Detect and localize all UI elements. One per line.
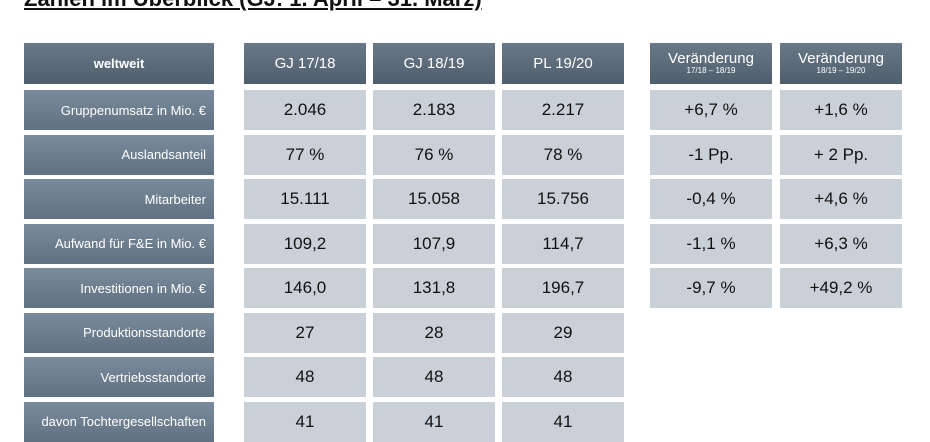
cell-value: 41 [373, 401, 495, 442]
cell-value: 41 [244, 401, 366, 442]
cell-value: 2.183 [373, 90, 495, 130]
cell-value: -1,1 % [650, 223, 772, 264]
column-label: Veränderung [798, 50, 884, 68]
cell-value: +6,7 % [650, 90, 772, 130]
cell-value: 114,7 [502, 223, 624, 264]
cell-value: + 2 Pp. [780, 134, 902, 175]
cell-value: +1,6 % [780, 90, 902, 130]
page: Zahlen im Überblick (GJ: 1. April – 31. … [24, 0, 902, 442]
cell-value: 107,9 [373, 223, 495, 264]
cell-value: 109,2 [244, 223, 366, 264]
cell-value: 78 % [502, 134, 624, 175]
row-label: Vertriebsstandorte [24, 357, 214, 397]
row-label: Auslandsanteil [24, 134, 214, 175]
cell-value: 76 % [373, 134, 495, 175]
cell-value: 27 [244, 312, 366, 353]
cell-value: -0,4 % [650, 179, 772, 219]
cell-value: 48 [502, 357, 624, 397]
title: Zahlen im Überblick (GJ: 1. April – 31. … [24, 0, 482, 12]
cell-value: 48 [244, 357, 366, 397]
column-header: Veränderung 18/19 – 19/20 [780, 43, 902, 84]
column-header: PL 19/20 [502, 43, 624, 84]
column-header: Veränderung 17/18 – 18/19 [650, 43, 772, 84]
cell-value: 146,0 [244, 268, 366, 308]
row-label: davon Tochtergesellschaften [24, 401, 214, 442]
column-header: GJ 18/19 [373, 43, 495, 84]
cell-value: 77 % [244, 134, 366, 175]
cell-value: 196,7 [502, 268, 624, 308]
row-label: Aufwand für F&E in Mio. € [24, 223, 214, 264]
column-sublabel: 17/18 – 18/19 [686, 66, 736, 76]
cell-value: 29 [502, 312, 624, 353]
column-label: PL 19/20 [533, 54, 593, 72]
cell-value: 2.217 [502, 90, 624, 130]
row-label: Mitarbeiter [24, 179, 214, 219]
corner-header: weltweit [24, 43, 214, 84]
cell-value: 15.111 [244, 179, 366, 219]
column-label: GJ 18/19 [403, 54, 465, 72]
cell-value: +4,6 % [780, 179, 902, 219]
cell-value: 2.046 [244, 90, 366, 130]
cell-value: +6,3 % [780, 223, 902, 264]
cell-value: 15.058 [373, 179, 495, 219]
cell-value: 131,8 [373, 268, 495, 308]
cell-value: 28 [373, 312, 495, 353]
cell-value: -9,7 % [650, 268, 772, 308]
cell-value: 15.756 [502, 179, 624, 219]
cell-value: +49,2 % [780, 268, 902, 308]
cell-value: -1 Pp. [650, 134, 772, 175]
row-label: Produktionsstandorte [24, 312, 214, 353]
column-header: GJ 17/18 [244, 43, 366, 84]
column-label: Veränderung [668, 50, 754, 68]
cell-value: 41 [502, 401, 624, 442]
column-sublabel: 18/19 – 19/20 [816, 66, 866, 76]
cell-value: 48 [373, 357, 495, 397]
row-label: Gruppenumsatz in Mio. € [24, 90, 214, 130]
column-label: GJ 17/18 [274, 54, 336, 72]
row-label: Investitionen in Mio. € [24, 268, 214, 308]
